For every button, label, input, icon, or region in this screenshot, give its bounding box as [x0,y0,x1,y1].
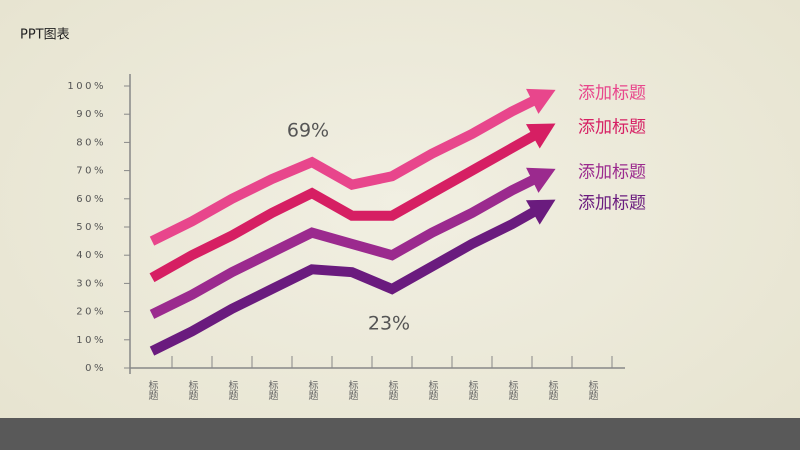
x-tick-label: 标题 [386,380,398,400]
x-tick-label: 标题 [426,380,438,400]
x-tick-label: 标题 [586,380,598,400]
y-tick-label: 100% [67,81,106,92]
y-tick-label: 10% [76,335,106,346]
legend-label: 添加标题 [578,194,646,214]
x-tick-label: 标题 [146,380,158,400]
footer-bar [0,418,800,450]
y-tick-label: 0% [85,363,106,374]
legend-label: 添加标题 [578,84,646,104]
x-tick-label: 标题 [466,380,478,400]
y-tick-label: 30% [76,278,106,289]
y-tick-label: 90% [76,109,106,120]
x-tick-label: 标题 [186,380,198,400]
x-tick-label: 标题 [266,380,278,400]
annotation: 23% [368,313,410,335]
x-tick-label: 标题 [346,380,358,400]
x-tick-label: 标题 [506,380,518,400]
annotation: 69% [287,120,329,142]
series-line [149,203,545,356]
y-tick-label: 40% [76,250,106,261]
arrow-head [525,123,556,149]
y-tick-label: 80% [76,137,106,148]
y-tick-label: 20% [76,307,106,318]
series-line [149,92,544,246]
arrow-head [525,199,556,225]
x-tick-label: 标题 [546,380,558,400]
y-tick-label: 50% [76,222,106,233]
slide-title: PPT图表 [20,28,70,43]
series-line [149,171,544,319]
series-line [149,127,545,283]
legend-label: 添加标题 [578,163,646,183]
y-tick-label: 60% [76,194,106,205]
y-tick-label: 70% [76,166,106,177]
x-tick-label: 标题 [226,380,238,400]
legend-label: 添加标题 [578,117,646,137]
x-tick-label: 标题 [306,380,318,400]
arrow-head [526,167,556,193]
arrow-head [526,88,556,114]
